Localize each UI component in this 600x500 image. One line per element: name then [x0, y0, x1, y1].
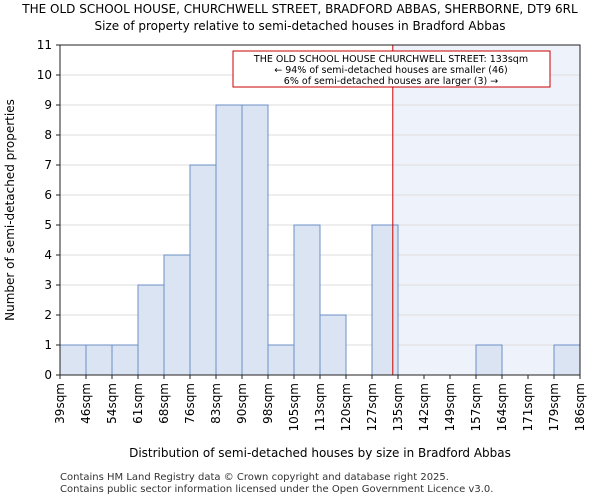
y-tick-label: 2	[44, 308, 52, 322]
bar-76sqm	[189, 164, 217, 376]
chart-subtitle: Size of property relative to semi-detach…	[94, 19, 506, 33]
y-tick-label: 7	[44, 158, 52, 172]
x-tick-label: 83sqm	[209, 383, 223, 424]
y-tick-label: 1	[44, 338, 52, 352]
x-tick-label: 127sqm	[365, 383, 379, 431]
x-tick-label: 39sqm	[53, 383, 67, 424]
footer-licence: Contains public sector information licen…	[60, 484, 494, 495]
x-tick-label: 149sqm	[443, 383, 457, 431]
bar-68sqm	[163, 254, 191, 376]
x-tick-label: 46sqm	[79, 383, 93, 424]
x-tick-label: 76sqm	[183, 383, 197, 424]
bar-54sqm	[111, 344, 139, 376]
bar-179sqm	[553, 344, 581, 376]
x-tick-label: 90sqm	[235, 383, 249, 424]
annotation-line-3: 6% of semi-detached houses are larger (3…	[284, 76, 498, 87]
chart-title: THE OLD SCHOOL HOUSE, CHURCHWELL STREET,…	[22, 2, 578, 16]
bar-39sqm	[59, 344, 87, 376]
y-tick-label: 9	[44, 98, 52, 112]
larger-properties-region	[392, 45, 580, 375]
x-tick-label: 171sqm	[521, 383, 535, 431]
x-tick-label: 164sqm	[495, 383, 509, 431]
y-tick-label: 11	[37, 38, 52, 52]
y-tick-label: 0	[44, 368, 52, 382]
x-tick-label: 120sqm	[339, 383, 353, 431]
annotation-line-1: THE OLD SCHOOL HOUSE CHURCHWELL STREET: …	[253, 54, 528, 65]
bar-127sqm	[371, 224, 399, 376]
x-tick-label: 135sqm	[391, 383, 405, 431]
y-axis-label: Number of semi-detached properties	[3, 99, 17, 321]
bar-61sqm	[137, 284, 165, 376]
y-tick-label: 4	[44, 248, 52, 262]
bar-105sqm	[293, 224, 321, 376]
x-tick-label: 142sqm	[417, 383, 431, 431]
y-tick-label: 6	[44, 188, 52, 202]
x-tick-label: 186sqm	[573, 383, 587, 431]
x-tick-label: 54sqm	[105, 383, 119, 424]
bar-157sqm	[475, 344, 503, 376]
x-tick-label: 61sqm	[131, 383, 145, 424]
annotation-box	[232, 50, 551, 88]
x-tick-label: 105sqm	[287, 383, 301, 431]
y-tick-label: 8	[44, 128, 52, 142]
bar-46sqm	[85, 344, 113, 376]
x-tick-label: 113sqm	[313, 383, 327, 431]
x-axis-ticks: 39sqm 46sqm 54sqm 61sqm 68sqm 76sqm 83sqm 90sqm…	[53, 375, 587, 431]
annotation-line-2: ← 94% of semi-detached houses are smalle…	[274, 65, 508, 76]
bar-90sqm	[241, 104, 269, 376]
bar-83sqm	[215, 104, 243, 376]
x-tick-label: 98sqm	[261, 383, 275, 424]
y-tick-label: 5	[44, 218, 52, 232]
y-tick-label: 3	[44, 278, 52, 292]
x-axis-label: Distribution of semi-detached houses by …	[129, 446, 511, 460]
y-axis-ticks: 0 1 2 3 4 5 6 7 8 9 10 11	[37, 38, 60, 382]
x-tick-label: 179sqm	[547, 383, 561, 431]
bar-98sqm	[267, 344, 295, 376]
footer-copyright: Contains HM Land Registry data © Crown c…	[60, 472, 449, 483]
x-tick-label: 157sqm	[469, 383, 483, 431]
property-annotation: THE OLD SCHOOL HOUSE CHURCHWELL STREET: …	[232, 50, 551, 88]
y-tick-label: 10	[37, 68, 52, 82]
bar-113sqm	[319, 314, 347, 376]
x-tick-label: 68sqm	[157, 383, 171, 424]
